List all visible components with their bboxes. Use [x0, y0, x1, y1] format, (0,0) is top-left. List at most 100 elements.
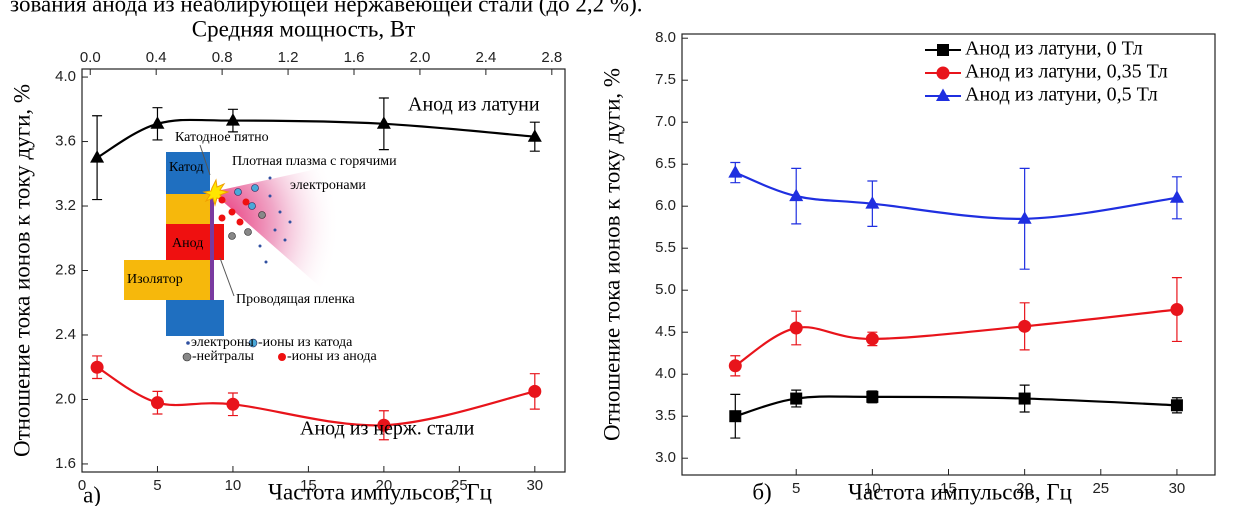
- y-tick-label: 4.0: [55, 68, 76, 85]
- y-tick-label: 5.0: [655, 281, 676, 298]
- marker: [728, 359, 742, 373]
- y-tick-label: 2.4: [55, 326, 76, 343]
- marker: [728, 165, 743, 178]
- legend-label: Анод из латуни, 0,35 Тл: [965, 61, 1168, 83]
- marker: [1170, 399, 1183, 412]
- marker: [789, 188, 804, 202]
- series-line: [734, 171, 1178, 220]
- legend-dot: [278, 353, 286, 361]
- series-line: [96, 366, 536, 427]
- y-tick-label: 1.6: [55, 455, 76, 472]
- x-axis-title: Частота импульсов, Гц: [268, 479, 492, 504]
- marker: [789, 321, 803, 335]
- anode: [166, 224, 224, 260]
- marker: [150, 116, 165, 129]
- x-tick-label: 25: [1092, 480, 1109, 497]
- y-tick-label: 3.6: [55, 133, 76, 150]
- neutrals: [228, 211, 266, 240]
- x-tick-label: 5: [153, 477, 161, 494]
- x2-tick-label: 2.4: [475, 49, 496, 66]
- insulator: [124, 260, 210, 300]
- chart: 1.6 2.0 2.4 2.8 3.2 3.6 4.0 0 5 10 15 20 25 30 0.0 0.4 0…: [9, 16, 566, 506]
- legend-dot: [248, 338, 258, 348]
- marker: [866, 390, 879, 403]
- inset-legend-label: -ионы из катода: [258, 335, 353, 350]
- marker: [528, 384, 542, 398]
- y-tick-label: 2.0: [55, 390, 76, 407]
- x-tick-label: 30: [526, 477, 543, 494]
- marker: [150, 396, 164, 410]
- marker: [527, 129, 542, 142]
- marker: [1169, 190, 1184, 203]
- marker: [1017, 211, 1032, 224]
- plasma-plume: [212, 165, 340, 300]
- y-tick-label: 7.0: [655, 113, 676, 130]
- inset-legend-label: -нейтралы: [192, 349, 254, 364]
- x2-axis-title: Средняя мощность, Вт: [192, 16, 415, 41]
- marker: [226, 397, 240, 411]
- marker: [90, 360, 104, 374]
- y-tick-label: 3.0: [655, 449, 676, 466]
- y-tick-label: 3.5: [655, 407, 676, 424]
- inset-label: Изолятор: [127, 272, 183, 287]
- inset-legend-label: -ионы из анода: [287, 349, 378, 364]
- x-tick-label: 10: [864, 480, 881, 497]
- pointer: [219, 257, 235, 297]
- x2-tick-label: 1.2: [278, 49, 299, 66]
- legend-dot: [182, 352, 192, 362]
- legend-marker: [936, 66, 950, 80]
- series-line: [734, 308, 1178, 367]
- inset-label: Катод: [169, 160, 204, 175]
- y-tick-label: 3.2: [55, 197, 76, 214]
- pointer: [199, 144, 211, 176]
- series-annotation: Анод из латуни: [408, 94, 540, 116]
- y-tick-label: 6.5: [655, 155, 676, 172]
- x-tick-label: 10: [225, 477, 242, 494]
- x-tick-label: 15: [300, 477, 317, 494]
- marker: [376, 116, 391, 129]
- x-tick-label: 15: [940, 480, 957, 497]
- y-tick-label: 5.5: [655, 239, 676, 256]
- y-tick-label: 7.5: [655, 71, 676, 88]
- electrons: [258, 176, 292, 264]
- x2-tick-label: 0.4: [146, 49, 167, 66]
- legend-marker: [936, 88, 950, 101]
- marker: [729, 410, 742, 423]
- marker: [225, 113, 240, 126]
- x-tick-label: 20: [376, 477, 393, 494]
- x-tick-label: 30: [1169, 480, 1186, 497]
- panel-label: б): [752, 479, 771, 504]
- y-axis-title: Отношение тока ионов к току дуги, %: [9, 84, 34, 457]
- anode-ions: [218, 196, 250, 226]
- x2-tick-label: 0.0: [80, 49, 101, 66]
- inset-label: Катодное пятно: [175, 130, 269, 145]
- conducting-film: [210, 192, 214, 300]
- marker: [1018, 392, 1031, 405]
- insulator-top: [166, 194, 210, 224]
- inset-label: Анод: [172, 236, 203, 251]
- marker: [790, 392, 803, 405]
- y-tick-label: 6.0: [655, 197, 676, 214]
- inset-label: Плотная плазма с горячими: [232, 154, 397, 169]
- x2-tick-label: 2.0: [410, 49, 431, 66]
- x-tick-label: 5: [792, 480, 800, 497]
- legend-label: Анод из латуни, 0 Тл: [965, 38, 1143, 60]
- inset-label: Проводящая пленка: [236, 292, 355, 307]
- inset-diagram: Катодное пятно Плотная плазма с горячими э…: [124, 130, 397, 364]
- caption-fragment: зования анода из неаблирующей нержавеюще…: [10, 0, 642, 16]
- x-axis-title: Частота импульсов, Гц: [848, 479, 1072, 504]
- marker: [865, 196, 880, 209]
- marker: [1170, 303, 1184, 317]
- x-tick-label: 20: [1016, 480, 1033, 497]
- y-tick-label: 4.0: [655, 365, 676, 382]
- marker: [377, 418, 391, 432]
- y-axis-title: Отношение тока ионов к току дуги, %: [599, 68, 624, 441]
- legend-marker: [937, 44, 949, 56]
- marker: [90, 150, 105, 163]
- cathode-ions: [234, 184, 259, 210]
- x2-tick-label: 0.8: [212, 49, 233, 66]
- x2-tick-label: 2.8: [541, 49, 562, 66]
- inset-legend-label: электроны: [191, 335, 254, 350]
- series-line: [96, 118, 535, 159]
